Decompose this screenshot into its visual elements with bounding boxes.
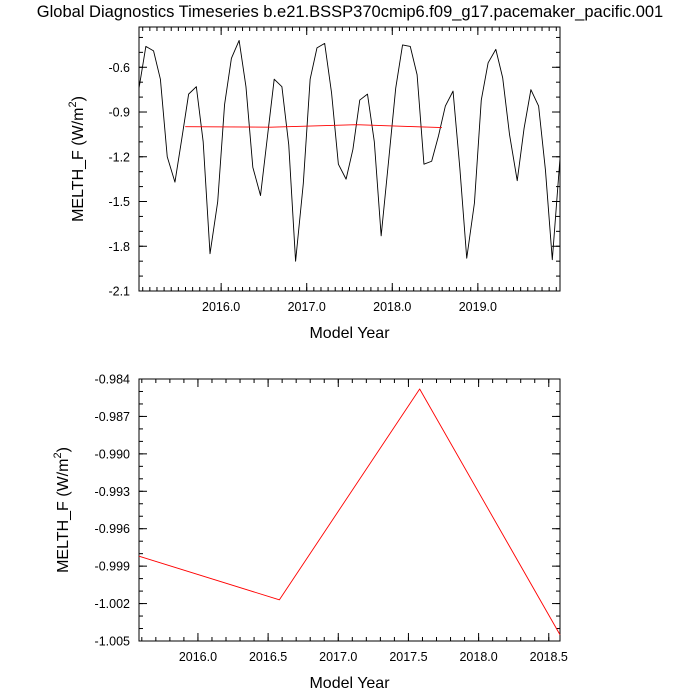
top-y-axis-title: MELTH_F (W/m2) [67, 96, 87, 222]
bottom-y-tick-label: -0.984 [95, 373, 130, 387]
top-x-tick-label: 2019.0 [459, 300, 497, 314]
bottom-plot-frame [138, 378, 561, 642]
top-y-tick-label: -0.6 [108, 61, 130, 75]
top-y-tick-label: -1.5 [108, 195, 130, 209]
top-y-tick-label: -2.1 [108, 285, 130, 299]
bottom-y-tick-label: -0.987 [95, 410, 130, 424]
bottom-series-line-red [138, 388, 561, 635]
bottom-x-tick-label: 2016.5 [249, 650, 287, 664]
chart-title: Global Diagnostics Timeseries b.e21.BSSP… [36, 3, 664, 21]
bottom-x-tick-label: 2018.0 [459, 650, 497, 664]
top-series-line-black [138, 39, 561, 262]
bottom-x-tick-label: 2017.0 [319, 650, 357, 664]
top-x-tick-label: 2016.0 [202, 300, 240, 314]
bottom-y-tick-label: -0.999 [95, 560, 130, 574]
top-series-line-red [185, 124, 442, 129]
top-plot-frame [138, 26, 561, 292]
top-y-tick-label: -1.8 [108, 240, 130, 254]
bottom-y-axis-title: MELTH_F (W/m2) [52, 447, 72, 573]
bottom-y-tick-label: -0.993 [95, 485, 130, 499]
bottom-y-tick-label: -1.005 [95, 635, 130, 649]
top-x-tick-label: 2018.0 [373, 300, 411, 314]
bottom-x-tick-label: 2018.5 [530, 650, 568, 664]
top-y-tick-label: -1.2 [108, 150, 130, 164]
bottom-x-axis-title: Model Year [309, 675, 390, 692]
bottom-y-tick-label: -0.990 [95, 447, 130, 461]
bottom-x-tick-label: 2017.5 [389, 650, 427, 664]
bottom-y-tick-label: -0.996 [95, 522, 130, 536]
top-y-tick-label: -0.9 [108, 106, 130, 120]
bottom-chart: 2016.0 2016.5 2017.0 2017.5 2018.0 2018.5 -1.0… [52, 373, 568, 693]
bottom-y-tick-label: -1.002 [95, 597, 130, 611]
top-x-tick-label: 2017.0 [288, 300, 326, 314]
top-chart: 2016.0 2017.0 2018.0 2019.0 -2.1 -1.8 -1.5 -1.2… [67, 26, 561, 342]
bottom-x-tick-label: 2016.0 [179, 650, 217, 664]
top-x-axis-title: Model Year [309, 325, 390, 342]
